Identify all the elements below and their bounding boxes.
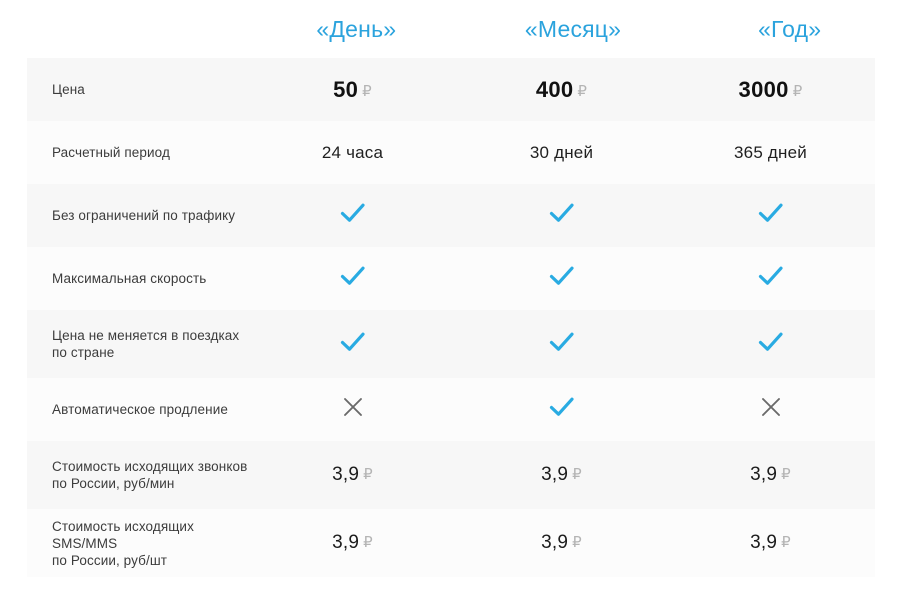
ruble-symbol: ₽ bbox=[792, 82, 803, 100]
check-icon bbox=[758, 202, 784, 224]
feature-cell-day bbox=[248, 396, 457, 423]
price-amount: 3000 bbox=[738, 76, 789, 102]
rate-cell-year: 3,9 ₽ bbox=[666, 464, 875, 486]
rate-amount: 3,9 bbox=[541, 532, 569, 553]
check-icon bbox=[758, 331, 784, 353]
row-label: Цена bbox=[27, 81, 248, 98]
period-value: 30 дней bbox=[529, 143, 594, 162]
plan-header-month[interactable]: «Месяц» bbox=[524, 15, 622, 42]
rate-amount: 3,9 bbox=[332, 464, 360, 485]
table-row: Стоимость исходящих SMS/MMS по России, ру… bbox=[27, 509, 875, 577]
rate-cell-day: 3,9 ₽ bbox=[248, 464, 457, 486]
price-cell-day: 50 ₽ bbox=[248, 77, 457, 103]
table-row: Автоматическое продление bbox=[27, 378, 875, 441]
ruble-symbol: ₽ bbox=[781, 466, 791, 483]
feature-cell-month bbox=[457, 202, 666, 229]
feature-cell-year bbox=[666, 396, 875, 423]
row-label-line1: Цена bbox=[52, 82, 85, 97]
ruble-symbol: ₽ bbox=[577, 82, 588, 100]
check-icon bbox=[549, 396, 575, 418]
ruble-symbol: ₽ bbox=[781, 534, 791, 551]
check-icon bbox=[549, 265, 575, 287]
rate-cell-month: 3,9 ₽ bbox=[457, 464, 666, 486]
row-label: Стоимость исходящих SMS/MMS по России, ру… bbox=[27, 518, 248, 569]
check-icon bbox=[340, 331, 366, 353]
period-cell-month: 30 дней bbox=[457, 142, 666, 163]
table-row: Максимальная скорость bbox=[27, 247, 875, 310]
table-row: Расчетный период 24 часа 30 дней 365 дней bbox=[27, 121, 875, 184]
row-label: Без ограничений по трафику bbox=[27, 207, 248, 224]
period-value: 365 дней bbox=[734, 143, 807, 162]
row-label-line1: Автоматическое продление bbox=[52, 402, 228, 417]
feature-cell-day bbox=[248, 202, 457, 229]
check-icon bbox=[549, 331, 575, 353]
rate-amount: 3,9 bbox=[750, 532, 778, 553]
row-label: Стоимость исходящих звонков по России, ру… bbox=[27, 458, 248, 492]
row-label-line1: Стоимость исходящих SMS/MMS bbox=[52, 518, 194, 551]
feature-cell-day bbox=[248, 265, 457, 292]
row-label-line2: по России, руб/шт bbox=[52, 552, 168, 568]
ruble-symbol: ₽ bbox=[572, 466, 582, 483]
check-icon bbox=[340, 265, 366, 287]
feature-cell-month bbox=[457, 331, 666, 358]
feature-cell-month bbox=[457, 265, 666, 292]
table-row: Без ограничений по трафику bbox=[27, 184, 875, 247]
period-value: 24 часа bbox=[321, 143, 384, 162]
close-icon bbox=[760, 396, 782, 418]
row-label-line2: по России, руб/мин bbox=[52, 476, 175, 491]
row-label-line1: Без ограничений по трафику bbox=[52, 208, 236, 223]
price-amount: 400 bbox=[535, 76, 574, 102]
table-header-row: «День» «Месяц» «Год» bbox=[0, 0, 898, 58]
feature-cell-year bbox=[666, 202, 875, 229]
rate-amount: 3,9 bbox=[332, 532, 360, 553]
table-row: Цена 50 ₽400 ₽3000 ₽ bbox=[27, 58, 875, 121]
table-row: Цена не меняется в поездках по стране bbox=[27, 310, 875, 378]
check-icon bbox=[340, 202, 366, 224]
plan-header-year[interactable]: «Год» bbox=[758, 15, 822, 42]
period-cell-year: 365 дней bbox=[666, 142, 875, 163]
row-label-line1: Максимальная скорость bbox=[52, 271, 207, 286]
check-icon bbox=[549, 202, 575, 224]
price-amount: 50 bbox=[333, 76, 359, 102]
row-label: Автоматическое продление bbox=[27, 401, 248, 418]
row-label-line1: Расчетный период bbox=[52, 145, 170, 160]
period-cell-day: 24 часа bbox=[248, 142, 457, 163]
rate-cell-day: 3,9 ₽ bbox=[248, 532, 457, 554]
row-label-line2: по стране bbox=[52, 345, 115, 360]
feature-cell-year bbox=[666, 331, 875, 358]
rate-cell-year: 3,9 ₽ bbox=[666, 532, 875, 554]
table-body: Цена 50 ₽400 ₽3000 ₽ Расчетный период 24 часа 3… bbox=[27, 58, 875, 577]
price-cell-year: 3000 ₽ bbox=[666, 77, 875, 103]
row-label: Максимальная скорость bbox=[27, 270, 248, 287]
rate-amount: 3,9 bbox=[750, 464, 778, 485]
rate-amount: 3,9 bbox=[541, 464, 569, 485]
ruble-symbol: ₽ bbox=[362, 82, 372, 100]
row-label: Цена не меняется в поездках по стране bbox=[27, 327, 248, 361]
row-label: Расчетный период bbox=[27, 144, 248, 161]
rate-cell-month: 3,9 ₽ bbox=[457, 532, 666, 554]
feature-cell-month bbox=[457, 396, 666, 423]
close-icon bbox=[342, 396, 364, 418]
feature-cell-day bbox=[248, 331, 457, 358]
row-label-line1: Стоимость исходящих звонков bbox=[52, 459, 248, 474]
check-icon bbox=[758, 265, 784, 287]
table-row: Стоимость исходящих звонков по России, ру… bbox=[27, 441, 875, 509]
price-cell-month: 400 ₽ bbox=[457, 77, 666, 103]
row-label-line1: Цена не меняется в поездках bbox=[52, 328, 240, 343]
plan-header-day[interactable]: «День» bbox=[316, 15, 397, 42]
ruble-symbol: ₽ bbox=[363, 466, 373, 483]
feature-cell-year bbox=[666, 265, 875, 292]
ruble-symbol: ₽ bbox=[363, 534, 373, 551]
ruble-symbol: ₽ bbox=[572, 534, 582, 551]
